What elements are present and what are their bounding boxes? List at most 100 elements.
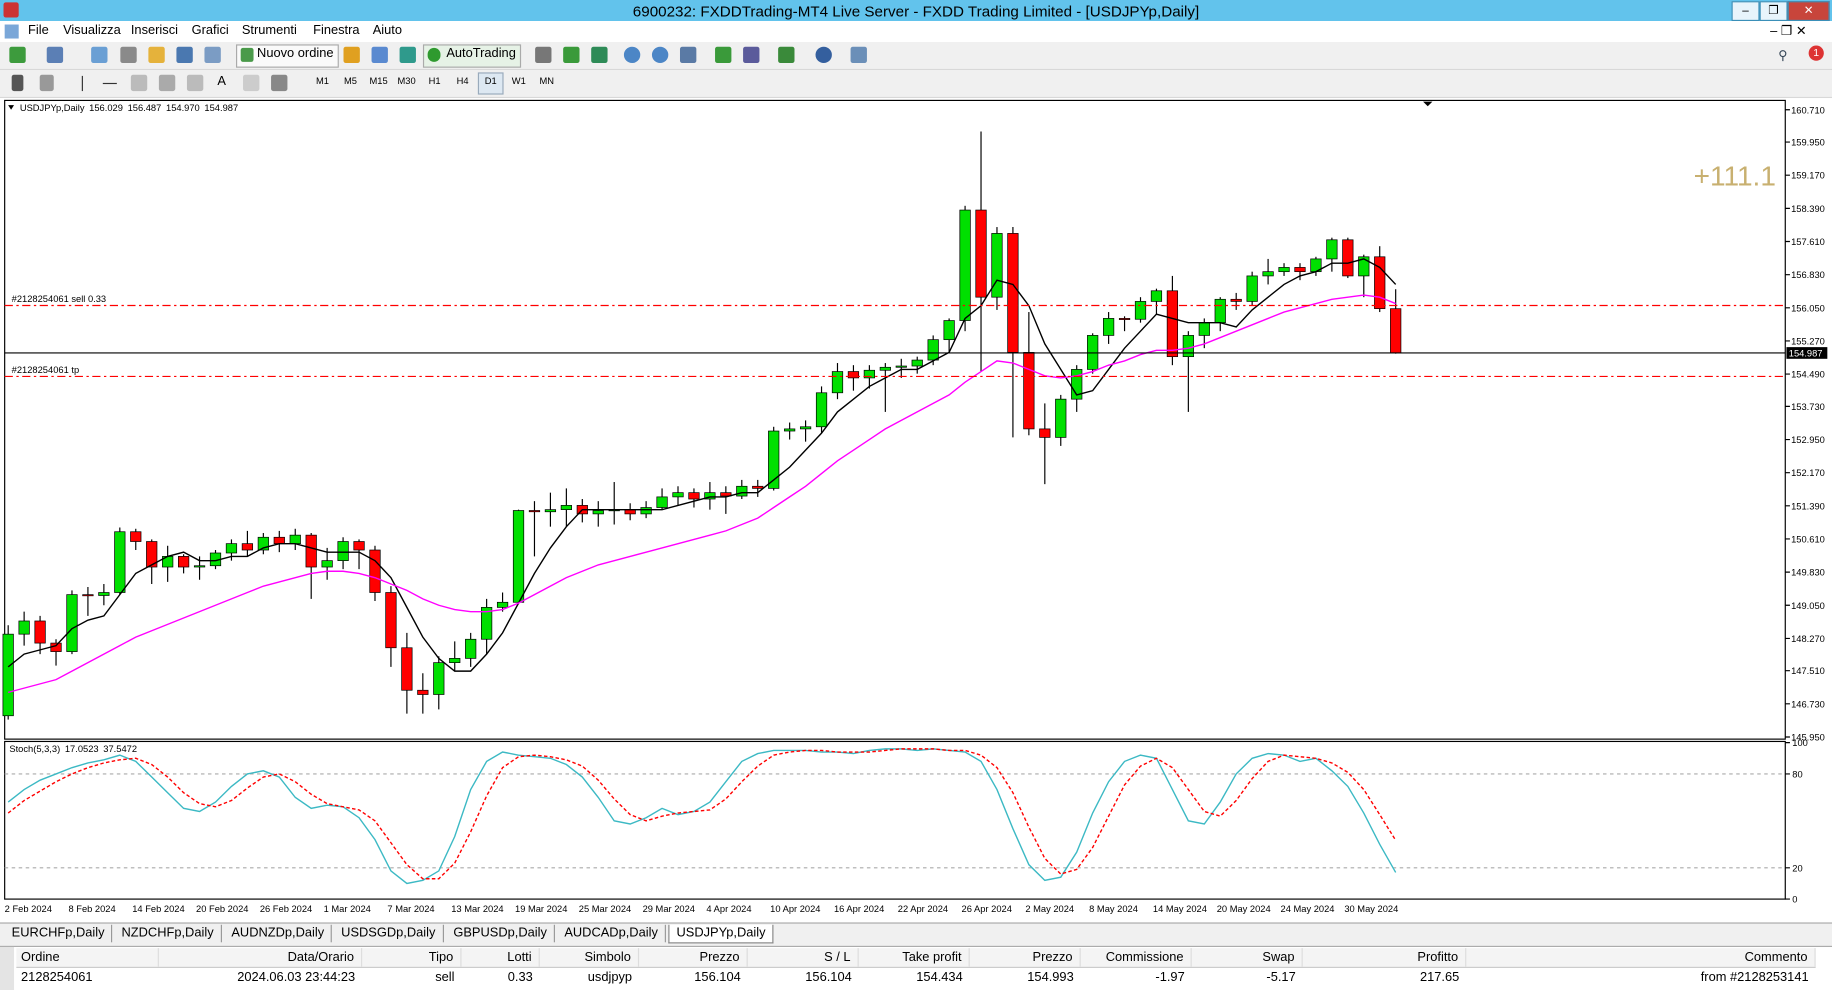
- column-header[interactable]: Prezzo: [970, 948, 1081, 967]
- close-button[interactable]: ✕: [1787, 1, 1830, 22]
- search-button[interactable]: ⚲: [1778, 49, 1788, 64]
- text-button[interactable]: A: [217, 74, 226, 89]
- y-tick-label: 147.510: [1791, 666, 1825, 676]
- menu-item[interactable]: Inserisci: [130, 23, 178, 38]
- x-tick-label: 16 Apr 2024: [834, 904, 884, 914]
- column-header[interactable]: Take profit: [859, 948, 970, 967]
- menu-item[interactable]: Grafici: [191, 23, 229, 38]
- column-header[interactable]: Swap: [1192, 948, 1303, 967]
- notification-badge[interactable]: 1: [1808, 45, 1824, 61]
- candle-body: [927, 339, 939, 361]
- tile-button[interactable]: [679, 46, 697, 64]
- menu-item[interactable]: Finestra: [313, 23, 360, 38]
- terminal-button[interactable]: [176, 46, 193, 64]
- candle-body: [895, 365, 907, 368]
- column-header[interactable]: Profitto: [1303, 948, 1467, 967]
- timeframe-button[interactable]: M5: [344, 75, 358, 87]
- candle-body: [401, 647, 413, 691]
- timeframe-button[interactable]: W1: [511, 75, 526, 87]
- autotrading-button[interactable]: [422, 44, 522, 68]
- label-button[interactable]: [243, 74, 260, 92]
- indicator-name: Stoch(5,3,3): [9, 744, 60, 754]
- column-header[interactable]: Commissione: [1081, 948, 1192, 967]
- timeframe-button[interactable]: M15: [369, 75, 388, 87]
- candle-body: [879, 366, 891, 371]
- column-header[interactable]: Simbolo: [540, 948, 640, 967]
- market-watch-button[interactable]: [91, 46, 108, 64]
- order-row[interactable]: 2128254061 2024.06.03 23:44:23 sell 0.33 usd…: [16, 968, 1815, 987]
- experts-button[interactable]: [371, 46, 388, 64]
- column-header[interactable]: Tipo: [362, 948, 462, 967]
- candle-body: [720, 492, 732, 497]
- navigator-button[interactable]: [148, 46, 165, 64]
- minimize-button[interactable]: –: [1731, 1, 1760, 22]
- timeframe-button[interactable]: H4: [456, 75, 469, 87]
- fibo-button[interactable]: [186, 74, 204, 92]
- zoom-out-button[interactable]: [651, 46, 669, 64]
- chart-tab[interactable]: GBPUSDp,Daily: [446, 924, 556, 943]
- chart-tab[interactable]: AUDNZDp,Daily: [224, 924, 333, 943]
- menu-item[interactable]: File: [28, 23, 49, 38]
- candle-body: [481, 607, 493, 640]
- candle-body: [1326, 239, 1338, 260]
- x-tick-label: 8 May 2024: [1089, 904, 1138, 914]
- candle-body: [1342, 239, 1354, 277]
- autoscroll-button[interactable]: [715, 46, 732, 64]
- channel-button[interactable]: [158, 74, 176, 92]
- metaeditor-button[interactable]: [343, 46, 360, 64]
- mdi-controls[interactable]: – ❐ ✕: [1770, 24, 1807, 39]
- profiles-button[interactable]: [46, 46, 64, 64]
- candle-body: [496, 601, 509, 608]
- tester-button[interactable]: [204, 46, 221, 64]
- y-tick-label: 146.730: [1791, 699, 1825, 709]
- column-header[interactable]: Commento: [1466, 948, 1816, 967]
- chart-tab[interactable]: USDJPYp,Daily: [668, 924, 774, 944]
- candle-body: [1182, 335, 1194, 358]
- menu-item[interactable]: Strumenti: [241, 23, 297, 38]
- zoom-in-button[interactable]: [623, 46, 641, 64]
- chart-tab[interactable]: USDSGDp,Daily: [334, 924, 444, 943]
- chart-window: 160.710 159.950 159.170 158.390 157.610 156.8…: [0, 98, 1832, 923]
- new-order-button[interactable]: [236, 44, 339, 68]
- column-header[interactable]: Data/Orario: [159, 948, 363, 967]
- chart-tab[interactable]: NZDCHFp,Daily: [115, 924, 222, 943]
- indicator-header: Stoch(5,3,3) 17.0523 37.5472: [9, 744, 137, 754]
- column-header[interactable]: Lotti: [462, 948, 540, 967]
- signals-button[interactable]: [399, 46, 416, 64]
- templates-button[interactable]: [850, 46, 867, 64]
- crosshair-button[interactable]: [39, 74, 54, 92]
- candle-body: [114, 531, 126, 593]
- hline-button[interactable]: [102, 82, 117, 85]
- x-tick-label: 4 Apr 2024: [706, 904, 751, 914]
- title-bar: 6900232: FXDDTrading-MT4 Live Server - F…: [0, 0, 1832, 22]
- new-order-icon: [240, 47, 254, 62]
- new-chart-button[interactable]: [9, 46, 26, 64]
- column-header[interactable]: Prezzo: [639, 948, 748, 967]
- timeframe-button[interactable]: H1: [428, 75, 441, 87]
- column-header[interactable]: Ordine: [16, 948, 159, 967]
- timeframe-button[interactable]: M1: [315, 75, 329, 87]
- timeframe-button[interactable]: D1: [484, 75, 497, 87]
- data-window-button[interactable]: [120, 46, 137, 64]
- timeframe-button[interactable]: M30: [397, 75, 416, 87]
- column-header[interactable]: S / L: [748, 948, 859, 967]
- chart-tab[interactable]: AUDCADp,Daily: [557, 924, 667, 943]
- periods-button[interactable]: [815, 46, 832, 64]
- line-chart-button[interactable]: [591, 46, 608, 64]
- timeframe-button[interactable]: MN: [539, 75, 555, 87]
- bar-chart-button[interactable]: [535, 46, 552, 64]
- arrows-button[interactable]: [271, 74, 288, 92]
- maximize-button[interactable]: ❐: [1759, 1, 1788, 22]
- cursor-button[interactable]: [11, 74, 24, 92]
- indicators-button[interactable]: [778, 46, 795, 64]
- cell: 154.434: [916, 970, 963, 985]
- menu-item[interactable]: Aiuto: [372, 23, 403, 38]
- y-tick-label: 151.390: [1791, 501, 1825, 511]
- trendline-button[interactable]: [130, 74, 148, 92]
- candle-body: [1039, 428, 1051, 438]
- chart-tab[interactable]: EURCHFp,Daily: [5, 924, 113, 943]
- vline-button[interactable]: [81, 75, 83, 92]
- menu-item[interactable]: Visualizza: [63, 23, 121, 38]
- chart-shift-button[interactable]: [743, 46, 760, 64]
- candle-chart-button[interactable]: [563, 46, 580, 64]
